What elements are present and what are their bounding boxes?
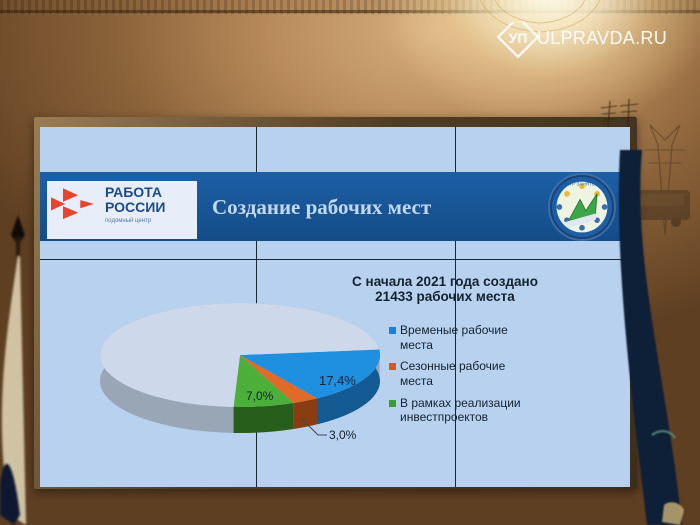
svg-text:УП: УП — [509, 30, 528, 46]
svg-text:ЦЕНТР ЗАНЯТОСТИ: ЦЕНТР ЗАНЯТОСТИ — [559, 181, 605, 186]
svg-text:ULPRAVDA.RU: ULPRAVDA.RU — [537, 28, 667, 48]
svg-text:17,4%: 17,4% — [319, 373, 356, 388]
svg-text:3,0%: 3,0% — [329, 428, 357, 442]
svg-text:7,0%: 7,0% — [246, 389, 274, 403]
